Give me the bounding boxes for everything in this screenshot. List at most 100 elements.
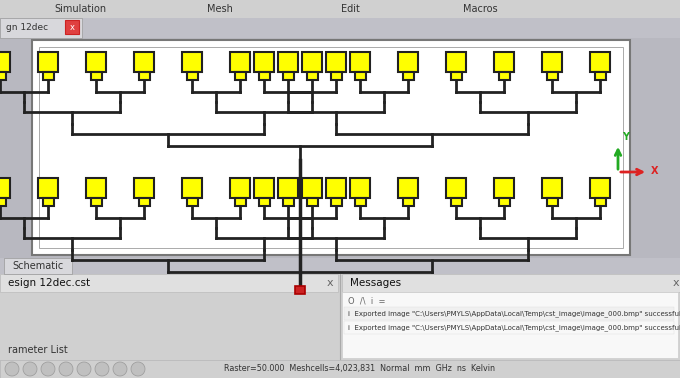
FancyBboxPatch shape — [330, 72, 341, 80]
Text: Schematic: Schematic — [12, 261, 64, 271]
FancyBboxPatch shape — [542, 52, 562, 72]
FancyBboxPatch shape — [254, 52, 274, 72]
FancyBboxPatch shape — [139, 72, 150, 80]
Text: Edit: Edit — [341, 4, 360, 14]
FancyBboxPatch shape — [326, 52, 346, 72]
FancyBboxPatch shape — [90, 72, 101, 80]
Text: Y: Y — [622, 132, 629, 142]
FancyBboxPatch shape — [32, 40, 630, 255]
FancyBboxPatch shape — [278, 178, 298, 198]
Text: x: x — [673, 278, 679, 288]
FancyBboxPatch shape — [0, 18, 680, 38]
FancyBboxPatch shape — [65, 20, 79, 34]
Circle shape — [77, 362, 91, 376]
FancyBboxPatch shape — [594, 72, 605, 80]
FancyBboxPatch shape — [182, 52, 202, 72]
FancyBboxPatch shape — [450, 198, 462, 206]
Circle shape — [5, 362, 19, 376]
FancyBboxPatch shape — [350, 52, 370, 72]
FancyBboxPatch shape — [278, 52, 298, 72]
FancyBboxPatch shape — [350, 178, 370, 198]
FancyBboxPatch shape — [342, 292, 678, 358]
Text: O  /\  i  =: O /\ i = — [348, 296, 386, 305]
FancyBboxPatch shape — [590, 52, 610, 72]
FancyBboxPatch shape — [134, 178, 154, 198]
FancyBboxPatch shape — [344, 321, 674, 334]
FancyBboxPatch shape — [282, 72, 294, 80]
FancyBboxPatch shape — [446, 52, 466, 72]
FancyBboxPatch shape — [302, 52, 322, 72]
FancyBboxPatch shape — [326, 178, 346, 198]
FancyBboxPatch shape — [90, 198, 101, 206]
FancyBboxPatch shape — [307, 72, 318, 80]
FancyBboxPatch shape — [254, 178, 274, 198]
FancyBboxPatch shape — [498, 72, 509, 80]
FancyBboxPatch shape — [139, 198, 150, 206]
Text: Mesh: Mesh — [207, 4, 233, 14]
FancyBboxPatch shape — [0, 72, 5, 80]
FancyBboxPatch shape — [4, 258, 72, 274]
Circle shape — [131, 362, 145, 376]
FancyBboxPatch shape — [0, 178, 10, 198]
FancyBboxPatch shape — [182, 178, 202, 198]
Text: Raster=50.000  Meshcells=4,023,831  Normal  mm  GHz  ns  Kelvin: Raster=50.000 Meshcells=4,023,831 Normal… — [224, 364, 496, 373]
Circle shape — [41, 362, 55, 376]
FancyBboxPatch shape — [403, 198, 413, 206]
Circle shape — [23, 362, 37, 376]
FancyBboxPatch shape — [302, 178, 322, 198]
FancyBboxPatch shape — [38, 178, 58, 198]
FancyBboxPatch shape — [344, 307, 674, 320]
Text: gn 12dec: gn 12dec — [6, 23, 48, 33]
Text: Macros: Macros — [462, 4, 497, 14]
FancyBboxPatch shape — [86, 52, 106, 72]
FancyBboxPatch shape — [398, 52, 418, 72]
Text: rameter List: rameter List — [8, 345, 68, 355]
FancyBboxPatch shape — [0, 274, 680, 360]
FancyBboxPatch shape — [354, 72, 366, 80]
FancyBboxPatch shape — [186, 198, 197, 206]
FancyBboxPatch shape — [494, 178, 514, 198]
FancyBboxPatch shape — [86, 178, 106, 198]
FancyBboxPatch shape — [0, 18, 82, 38]
FancyBboxPatch shape — [594, 198, 605, 206]
FancyBboxPatch shape — [230, 52, 250, 72]
Circle shape — [95, 362, 109, 376]
FancyBboxPatch shape — [590, 178, 610, 198]
FancyBboxPatch shape — [547, 198, 558, 206]
Circle shape — [59, 362, 73, 376]
FancyBboxPatch shape — [0, 360, 680, 378]
FancyBboxPatch shape — [307, 198, 318, 206]
Text: Simulation: Simulation — [54, 4, 106, 14]
FancyBboxPatch shape — [403, 72, 413, 80]
FancyBboxPatch shape — [542, 178, 562, 198]
Text: esign 12dec.cst: esign 12dec.cst — [8, 278, 90, 288]
FancyBboxPatch shape — [398, 178, 418, 198]
FancyBboxPatch shape — [258, 198, 269, 206]
FancyBboxPatch shape — [235, 198, 245, 206]
FancyBboxPatch shape — [342, 274, 680, 292]
FancyBboxPatch shape — [42, 198, 54, 206]
FancyBboxPatch shape — [258, 72, 269, 80]
Text: x: x — [326, 278, 333, 288]
Text: i  Exported image "C:\Users\PMYLS\AppData\Local\Temp\cst_image\image_000.bmp" su: i Exported image "C:\Users\PMYLS\AppData… — [348, 310, 680, 317]
FancyBboxPatch shape — [38, 52, 58, 72]
FancyBboxPatch shape — [494, 52, 514, 72]
FancyBboxPatch shape — [230, 178, 250, 198]
FancyBboxPatch shape — [0, 0, 680, 18]
FancyBboxPatch shape — [450, 72, 462, 80]
FancyBboxPatch shape — [295, 286, 305, 294]
FancyBboxPatch shape — [0, 274, 338, 292]
FancyBboxPatch shape — [446, 178, 466, 198]
Text: i  Exported image "C:\Users\PMYLS\AppData\Local\Temp\cst_image\image_000.bmp" su: i Exported image "C:\Users\PMYLS\AppData… — [348, 324, 680, 331]
FancyBboxPatch shape — [134, 52, 154, 72]
FancyBboxPatch shape — [235, 72, 245, 80]
FancyBboxPatch shape — [186, 72, 197, 80]
FancyBboxPatch shape — [547, 72, 558, 80]
FancyBboxPatch shape — [330, 198, 341, 206]
Text: Messages: Messages — [350, 278, 401, 288]
FancyBboxPatch shape — [0, 258, 680, 274]
Text: x: x — [69, 23, 75, 31]
Text: X: X — [651, 166, 658, 176]
FancyBboxPatch shape — [498, 198, 509, 206]
FancyBboxPatch shape — [42, 72, 54, 80]
